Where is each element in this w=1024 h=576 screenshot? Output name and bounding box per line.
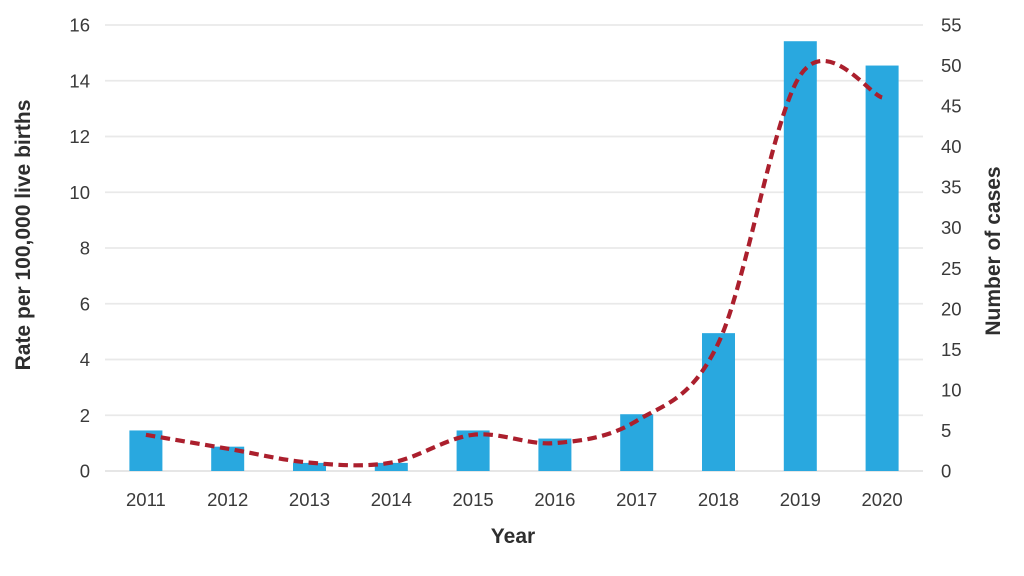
- right-axis-tick-label: 45: [941, 96, 962, 117]
- cases-bar-2011: [129, 430, 163, 471]
- left-axis-tick-label: 4: [80, 349, 90, 370]
- right-axis-tick-label: 10: [941, 379, 962, 400]
- right-axis-tick-label: 5: [941, 420, 951, 441]
- left-axis-tick-label: 14: [69, 70, 90, 91]
- gridlines-layer: [105, 24, 923, 472]
- cases-bar-2018: [702, 333, 735, 471]
- trend-line-layer: [145, 58, 884, 468]
- x-axis-tick-label: 2016: [534, 489, 575, 510]
- right-axis-tick-label: 15: [941, 339, 962, 360]
- left-axis-tick-label: 2: [80, 405, 90, 426]
- cases-bar-2020: [865, 65, 899, 471]
- x-axis-tick-label: 2013: [289, 489, 330, 510]
- right-axis-tick-label: 30: [941, 217, 962, 238]
- right-axis-tick-label: 35: [941, 177, 962, 198]
- right-axis-tick-label: 25: [941, 258, 962, 279]
- x-axis-tick-label: 2018: [698, 489, 739, 510]
- x-axis-title: Year: [491, 525, 535, 548]
- cases-bar-2019: [783, 41, 817, 472]
- left-axis-tick-label: 10: [69, 182, 90, 203]
- axis-ticks-layer: 0 2 4 6 8 10 12 14 16 0 5 10 15 20 25 30 35 40 45 50 55 2011 2…: [69, 15, 961, 511]
- x-axis-tick-label: 2017: [616, 489, 657, 510]
- left-axis-tick-label: 8: [80, 238, 90, 259]
- cases-bar-2013: [293, 462, 326, 471]
- left-axis-tick-label: 12: [69, 126, 90, 147]
- left-axis-tick-label: 6: [80, 293, 90, 314]
- rate-trend-line: [145, 58, 884, 468]
- right-axis-tick-label: 40: [941, 136, 962, 157]
- right-axis-tick-label: 20: [941, 298, 962, 319]
- x-axis-tick-label: 2014: [371, 489, 412, 510]
- cases-bar-2017: [620, 414, 654, 471]
- left-axis-tick-label: 16: [69, 15, 90, 36]
- bars-layer: [129, 41, 899, 472]
- cases-bar-2014: [374, 462, 408, 471]
- left-axis-title: Rate per 100,000 live births: [12, 100, 35, 371]
- left-axis-tick-label: 0: [80, 461, 90, 482]
- right-axis-tick-label: 50: [941, 55, 962, 76]
- x-axis-tick-label: 2011: [126, 489, 166, 510]
- x-axis-tick-label: 2019: [780, 489, 821, 510]
- x-axis-tick-label: 2020: [862, 489, 903, 510]
- right-axis-tick-label: 0: [941, 461, 951, 482]
- right-axis-tick-label: 55: [941, 15, 962, 36]
- x-axis-tick-label: 2012: [207, 489, 248, 510]
- right-axis-title: Number of cases: [982, 166, 1005, 335]
- x-axis-tick-label: 2015: [453, 489, 494, 510]
